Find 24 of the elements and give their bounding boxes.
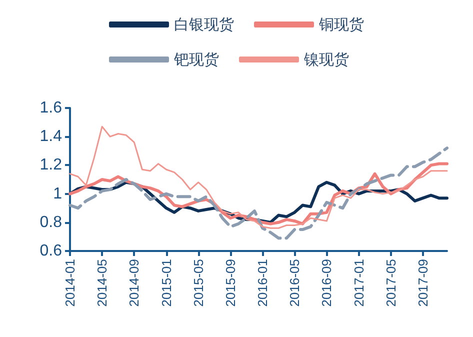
x-tick-label: 2014-01 — [62, 259, 78, 307]
x-tick-label: 2015-01 — [158, 259, 174, 307]
x-tick-label: 2016-01 — [255, 259, 270, 307]
x-tick-label: 2017-09 — [415, 259, 430, 307]
y-tick-label: 0.6 — [40, 242, 62, 260]
y-tick-label: 1 — [53, 185, 62, 202]
y-tick-label: 0.8 — [40, 214, 62, 231]
line-series — [69, 126, 448, 229]
y-tick-label: 1.4 — [40, 128, 62, 146]
legend-label: 铜现货 — [318, 16, 364, 34]
x-tick-label: 2017-01 — [351, 259, 366, 307]
y-tick-label: 1.6 — [40, 100, 62, 116]
legend-label: 钯现货 — [173, 50, 219, 68]
x-tick-label: 2016-09 — [319, 259, 334, 307]
legend-label: 白银现货 — [174, 16, 234, 34]
y-tick-label: 1.2 — [40, 156, 62, 174]
x-tick-label: 2015-09 — [222, 259, 238, 307]
x-tick-label: 2017-05 — [383, 259, 398, 307]
x-tick-label: 2016-05 — [287, 259, 302, 307]
x-tick-label: 2015-05 — [190, 259, 206, 307]
legend-label: 镍现货 — [303, 50, 349, 68]
x-tick-label: 2014-09 — [126, 259, 142, 307]
line-series — [68, 146, 448, 240]
x-tick-label: 2014-05 — [94, 259, 110, 307]
